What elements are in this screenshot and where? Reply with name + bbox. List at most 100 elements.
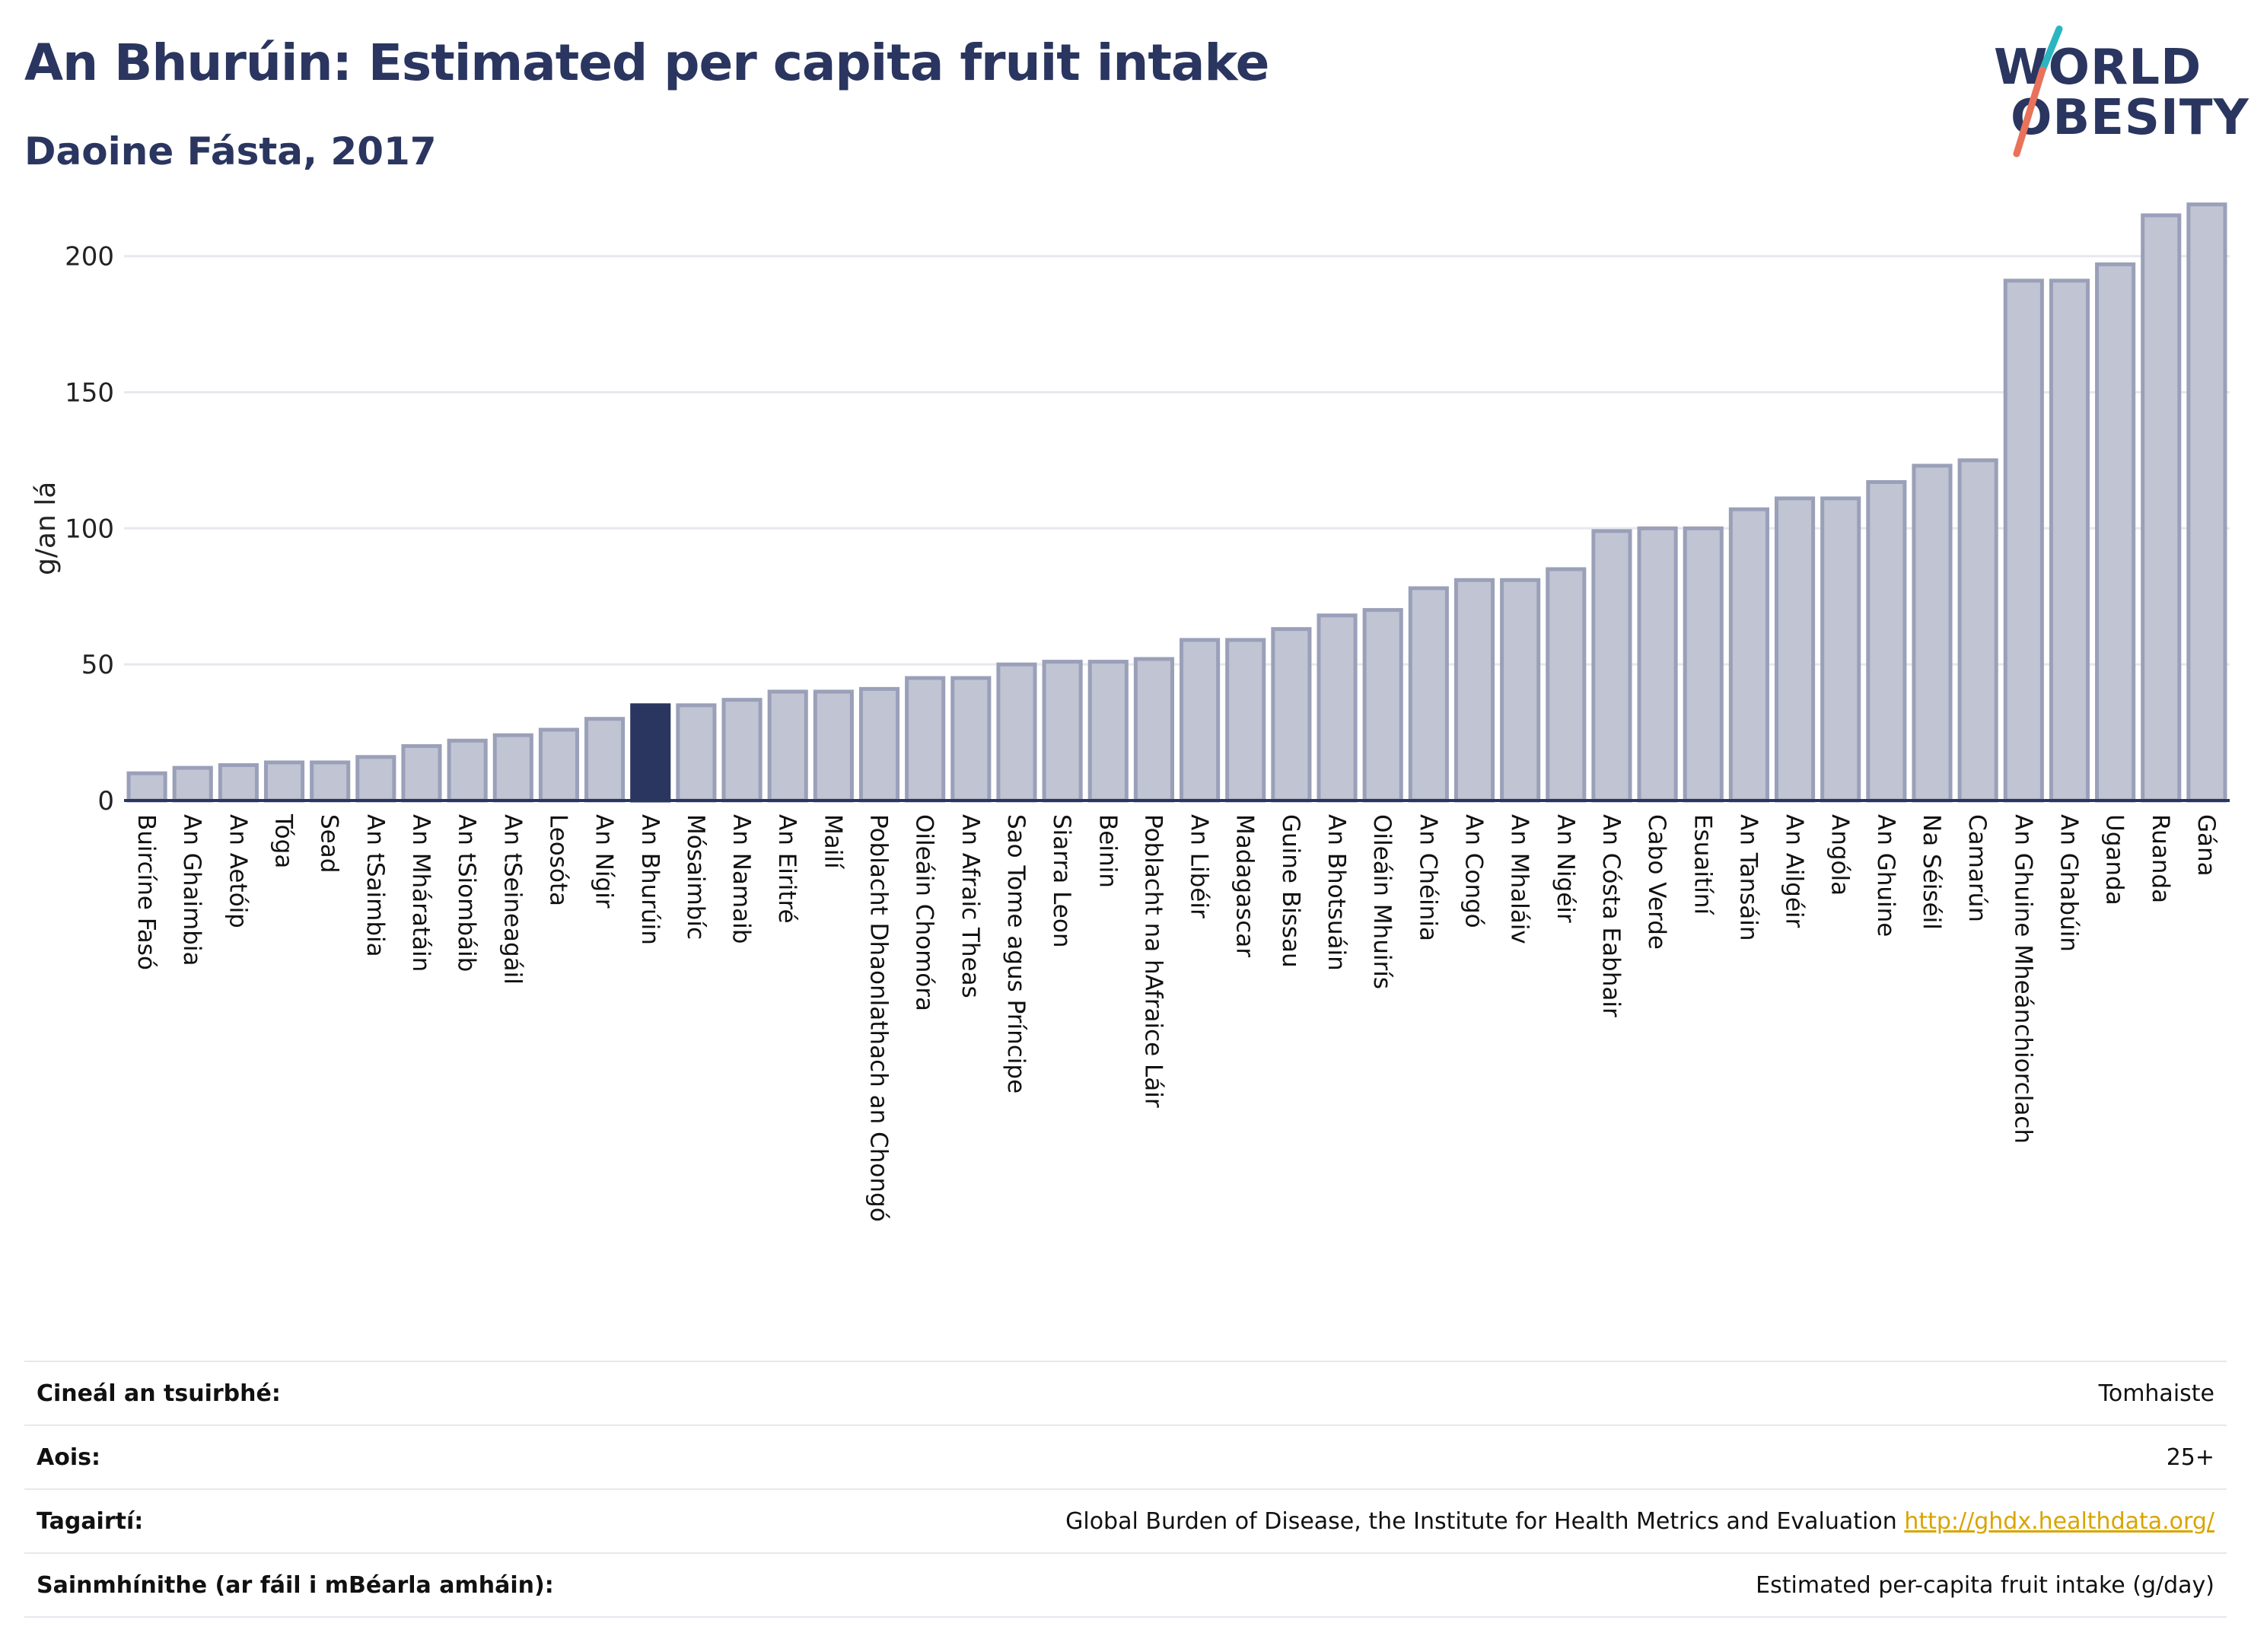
world-obesity-logo: WORLD OBESITY <box>1986 23 2249 160</box>
x-tick-label: An Aetóip <box>224 814 251 928</box>
bar <box>2049 279 2090 803</box>
bar <box>1225 638 1266 803</box>
x-tick-label: An tSiombáib <box>453 814 480 972</box>
bar <box>1042 660 1083 803</box>
reference-text: Global Burden of Disease, the Institute … <box>1065 1507 1897 1535</box>
bar <box>1180 638 1221 803</box>
y-axis-label: g/an lá <box>30 482 62 575</box>
bar <box>1728 507 1769 803</box>
x-tick-label: Angóla <box>1826 814 1854 896</box>
info-key: Aois: <box>37 1444 100 1471</box>
x-tick-label: An Afraic Theas <box>957 814 984 998</box>
bar <box>218 763 259 803</box>
x-tick-label: Oileáin Mhuirís <box>1368 814 1396 989</box>
bar <box>2186 202 2227 803</box>
x-tick-label: Ruanda <box>2147 814 2174 903</box>
bar <box>813 689 854 803</box>
x-tick-label: Camarún <box>1963 814 1991 922</box>
x-tick-label: An Ghabúin <box>2055 814 2082 952</box>
bar <box>1683 526 1724 803</box>
y-tick-label: 50 <box>81 650 114 680</box>
x-tick-label: An Bhurúin <box>636 814 664 945</box>
info-key: Tagairtí: <box>37 1507 144 1535</box>
bar <box>492 733 533 803</box>
x-tick-label: An Nigéir <box>1552 814 1579 923</box>
bar <box>263 760 305 803</box>
x-tick-label: Gána <box>2192 814 2220 877</box>
x-tick-label: An Namaib <box>728 814 755 944</box>
x-tick-label: An Mhaláiv <box>1506 814 1533 944</box>
x-tick-label: An Tansáin <box>1734 814 1762 941</box>
info-row-survey-type: Cineál an tsuirbhé: Tomhaiste <box>24 1361 2227 1424</box>
x-tick-label: Guine Bissau <box>1277 814 1304 968</box>
bar <box>538 727 580 803</box>
x-tick-label: An tSaimbia <box>361 814 389 957</box>
reference-link[interactable]: http://ghdx.healthdata.org/ <box>1904 1507 2214 1535</box>
x-tick-label: An Chéinia <box>1414 814 1441 941</box>
bar <box>1591 529 1632 803</box>
info-value: 25+ <box>2166 1444 2214 1471</box>
bar <box>1408 586 1449 803</box>
bar <box>1637 526 1678 803</box>
x-tick-label: Poblacht Dhaonlathach an Chongó <box>865 814 893 1222</box>
y-tick-label: 0 <box>97 786 114 816</box>
y-tick-label: 150 <box>65 377 114 408</box>
x-tick-label: An tSeineagáil <box>498 814 526 985</box>
bar <box>2141 213 2182 803</box>
x-tick-label: Mósaimbíc <box>682 814 709 940</box>
bar <box>447 738 488 803</box>
x-tick-label: Beinin <box>1094 814 1121 888</box>
info-key: Cineál an tsuirbhé: <box>37 1380 281 1407</box>
bar <box>126 771 167 803</box>
bar <box>858 686 900 803</box>
page-title: An Bhurúin: Estimated per capita fruit i… <box>24 33 1269 92</box>
x-tick-label: An Ghaimbia <box>178 814 205 966</box>
info-row-references: Tagairtí: Global Burden of Disease, the … <box>24 1488 2227 1552</box>
x-tick-label: An Nígir <box>591 814 618 909</box>
bar <box>767 689 808 803</box>
bar <box>996 662 1037 803</box>
x-tick-label: Esuaitíní <box>1689 814 1716 915</box>
bar <box>1362 608 1403 803</box>
bar <box>676 703 717 803</box>
bar <box>630 703 671 803</box>
x-tick-label: Mailí <box>819 814 846 870</box>
bar <box>1820 496 1861 803</box>
bar <box>1912 463 1953 803</box>
x-tick-label: An Congó <box>1460 814 1487 928</box>
x-tick-label: Na Séiséil <box>1918 814 1945 930</box>
x-tick-label: Poblacht na hAfraice Láir <box>1139 814 1167 1108</box>
bar <box>2095 262 2136 803</box>
bar <box>1087 660 1129 803</box>
bar <box>1453 578 1495 803</box>
x-tick-label: Siarra Leon <box>1048 814 1075 948</box>
bar <box>310 760 351 803</box>
x-tick-label: Sead <box>316 814 343 873</box>
bar <box>1271 627 1312 803</box>
bar <box>1866 480 1907 803</box>
x-tick-label: An Ailgéir <box>1781 814 1808 928</box>
bar <box>1133 657 1174 803</box>
info-row-age: Aois: 25+ <box>24 1424 2227 1488</box>
x-tick-label: Tóga <box>270 813 298 868</box>
x-tick-label: An Bhotsuáin <box>1323 814 1350 971</box>
bar <box>1957 458 1998 803</box>
bar <box>401 743 442 803</box>
x-tick-label: An Ghuine <box>1872 814 1899 937</box>
y-tick-label: 100 <box>65 514 114 544</box>
y-tick-label: 200 <box>65 242 114 272</box>
logo-slash-icon <box>2013 25 2063 158</box>
page-subtitle: Daoine Fásta, 2017 <box>24 129 437 173</box>
bar-chart: 0 50 100 150 200 g/an lá Buircíne Fasó An Ghaim… <box>30 202 2230 1222</box>
bar <box>2003 279 2044 803</box>
info-table: Cineál an tsuirbhé: Tomhaiste Aois: 25+ … <box>24 1361 2227 1618</box>
bar <box>1546 567 1587 803</box>
bar <box>1500 578 1541 803</box>
bar <box>172 766 213 803</box>
info-value: Global Burden of Disease, the Institute … <box>1065 1508 2227 1535</box>
bar <box>950 676 992 803</box>
x-tick-label: An Eiritré <box>773 814 801 924</box>
x-tick-label: An Mháratáin <box>407 814 435 972</box>
info-value: Estimated per-capita fruit intake (g/day… <box>1756 1571 2214 1599</box>
info-value: Tomhaiste <box>2098 1380 2214 1407</box>
